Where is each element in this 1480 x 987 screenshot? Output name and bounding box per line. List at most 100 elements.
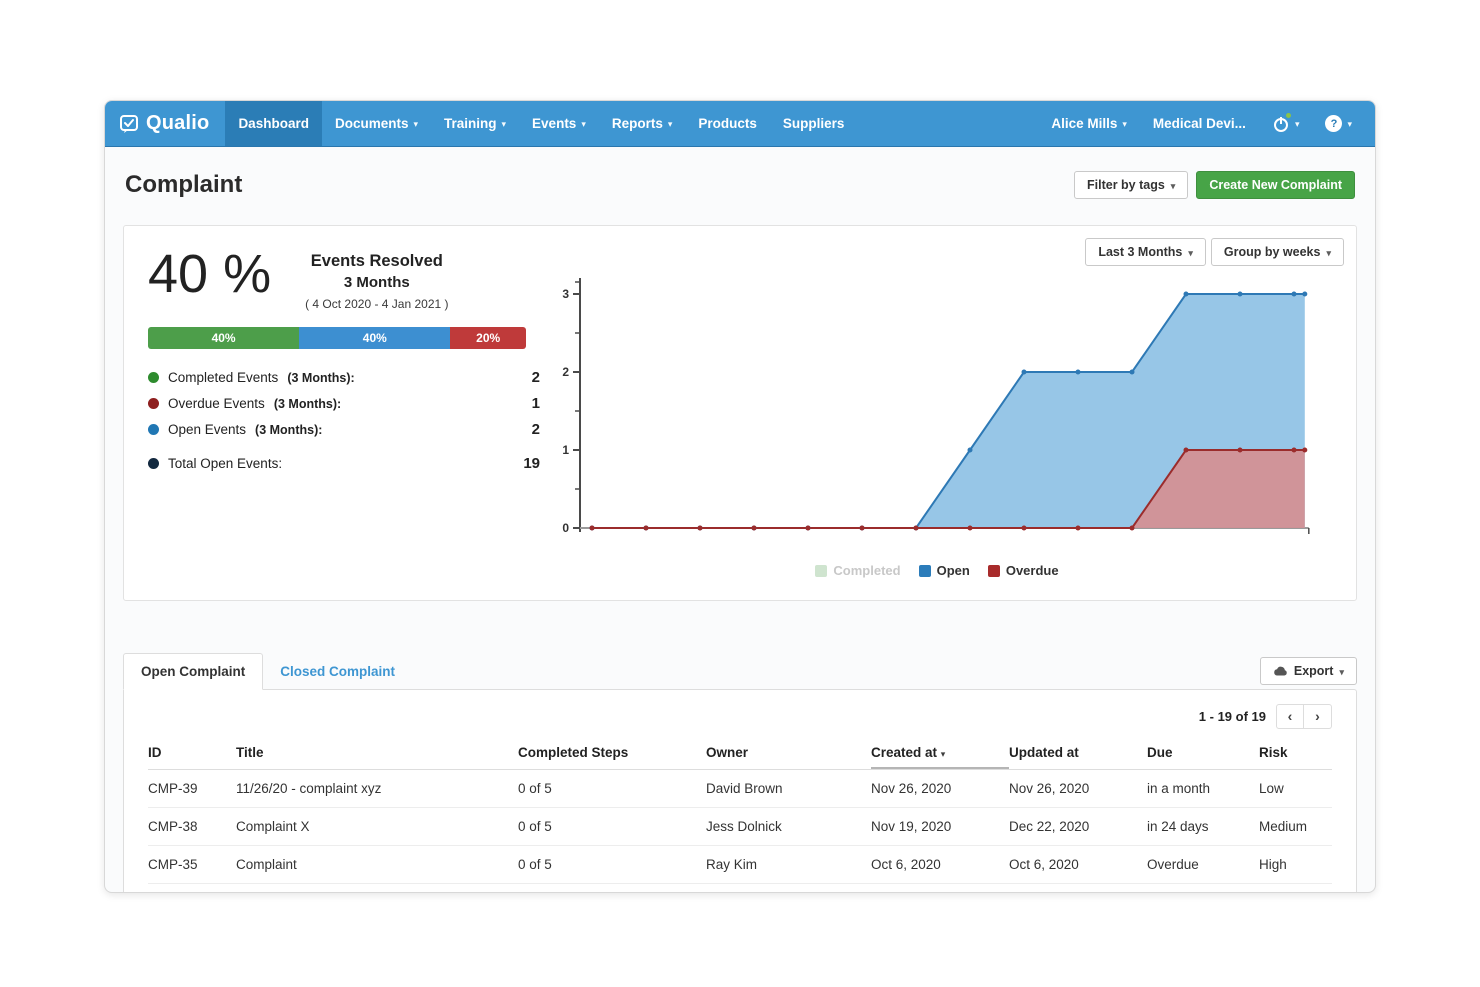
cell-created-at: Nov 19, 2020 <box>871 807 1009 846</box>
cell-owner: Jess Dolnick <box>706 807 871 846</box>
nav-item-events[interactable]: Events ▾ <box>519 101 599 146</box>
chevron-down-icon: ▾ <box>581 119 586 129</box>
cell-owner: David Brown <box>706 769 871 808</box>
table-row[interactable]: CMP-35 Complaint 0 of 5 Ray Kim Oct 6, 2… <box>148 845 1332 884</box>
stat-total-open-events: Total Open Events: 19 <box>148 455 540 472</box>
export-button[interactable]: Export ▾ <box>1259 657 1357 685</box>
progress-segment-completed: 40% <box>148 327 300 349</box>
nav-item-dashboard[interactable]: Dashboard <box>225 101 322 146</box>
table-row[interactable]: CMP-39 11/26/20 - complaint xyz 0 of 5 D… <box>148 769 1332 808</box>
cell-risk: Medium <box>1259 807 1332 846</box>
green-dot-icon <box>148 372 159 383</box>
cell-title: Complaint X <box>236 807 518 846</box>
sort-caret-icon: ▾ <box>940 749 946 759</box>
help-menu[interactable]: ? ▾ <box>1312 101 1365 146</box>
metric-label: Events Resolved <box>310 252 443 270</box>
user-menu[interactable]: Alice Mills ▾ <box>1038 101 1140 146</box>
legend-item-open[interactable]: Open <box>918 563 970 578</box>
tab-open-complaint[interactable]: Open Complaint <box>123 653 264 690</box>
page-title: Complaint <box>125 171 243 198</box>
nav-item-products[interactable]: Products <box>685 101 770 146</box>
cell-id: CMP-35 <box>148 845 236 884</box>
col-header-risk[interactable]: Risk <box>1259 735 1332 770</box>
next-page-button[interactable]: › <box>1304 704 1332 729</box>
nav-item-documents[interactable]: Documents ▾ <box>322 101 431 146</box>
blue-dot-icon <box>148 424 159 435</box>
events-stats-list: Completed Events (3 Months): 2 Overdue E… <box>148 369 540 472</box>
nav-item-label: Suppliers <box>782 116 845 131</box>
legend-swatch-icon <box>987 564 1000 577</box>
cell-due: Overdue <box>1147 845 1259 884</box>
nav-item-label: Reports <box>611 116 663 131</box>
nav-item-suppliers[interactable]: Suppliers <box>770 101 858 146</box>
tab-closed-complaint[interactable]: Closed Complaint <box>280 663 396 679</box>
col-header-created-at[interactable]: Created at ▾ <box>871 735 1009 770</box>
cell-updated-at: Oct 6, 2020 <box>1009 845 1147 884</box>
open-complaints-card: 1 - 19 of 19 ‹ › ID Title Completed Step… <box>123 689 1357 892</box>
legend-label: Overdue <box>1005 563 1059 578</box>
stat-value: 19 <box>523 455 540 472</box>
nav-item-label: Dashboard <box>238 116 309 131</box>
col-header-due[interactable]: Due <box>1147 735 1259 770</box>
col-header-owner[interactable]: Owner <box>706 735 871 770</box>
prev-page-button[interactable]: ‹ <box>1276 704 1304 729</box>
header-actions: Filter by tags ▾ Create New Complaint <box>1074 171 1355 199</box>
svg-text:2: 2 <box>562 365 569 379</box>
nav-item-label: Documents <box>334 116 409 131</box>
group-by-dropdown[interactable]: Group by weeks ▾ <box>1210 238 1344 266</box>
brand-text: Qualio <box>146 112 210 134</box>
chevron-down-icon: ▾ <box>667 119 673 129</box>
complaints-table: ID Title Completed Steps Owner Created a… <box>148 735 1332 884</box>
col-header-completed-steps[interactable]: Completed Steps <box>518 735 706 770</box>
events-area-chart: 0 1 2 3 <box>562 278 1310 535</box>
progress-segment-open: 40% <box>299 327 451 349</box>
col-header-title[interactable]: Title <box>236 735 518 770</box>
time-range-dropdown[interactable]: Last 3 Months ▾ <box>1085 238 1206 266</box>
chevron-down-icon: ▾ <box>501 119 507 129</box>
stat-completed-events: Completed Events (3 Months): 2 <box>148 369 540 386</box>
stat-value: 2 <box>531 369 540 386</box>
nav-item-reports[interactable]: Reports ▾ <box>599 101 686 146</box>
nav-item-training[interactable]: Training ▾ <box>431 101 519 146</box>
cell-updated-at: Nov 26, 2020 <box>1009 769 1147 808</box>
stat-overdue-events: Overdue Events (3 Months): 1 <box>148 395 540 412</box>
pagination: 1 - 19 of 19 ‹ › <box>148 690 1332 735</box>
complaint-tabs: Open Complaint Closed Complaint Export ▾ <box>123 653 1357 690</box>
stat-open-events: Open Events (3 Months): 2 <box>148 421 540 438</box>
svg-text:3: 3 <box>562 287 569 301</box>
chevron-down-icon: ▾ <box>1326 247 1331 258</box>
settings-menu[interactable]: ▾ <box>1259 101 1313 146</box>
nav-item-label: Products <box>698 116 757 131</box>
cell-due: in 24 days <box>1147 807 1259 846</box>
filter-by-tags-button[interactable]: Filter by tags ▾ <box>1074 171 1189 199</box>
chevron-down-icon: ▾ <box>413 119 418 129</box>
user-name: Alice Mills <box>1051 116 1118 131</box>
svg-text:1: 1 <box>562 443 569 457</box>
table-header-row: ID Title Completed Steps Owner Created a… <box>148 735 1332 770</box>
nav-item-label: Training <box>444 116 497 131</box>
qualio-logo[interactable]: Qualio <box>105 101 225 146</box>
metric-date-range: ( 4 Oct 2020 - 4 Jan 2021 ) <box>305 297 449 311</box>
cell-updated-at: Dec 22, 2020 <box>1009 807 1147 846</box>
col-header-id[interactable]: ID <box>148 735 236 770</box>
legend-item-completed[interactable]: Completed <box>815 563 901 578</box>
cell-risk: Low <box>1259 769 1332 808</box>
navy-dot-icon <box>148 458 159 469</box>
create-new-complaint-button[interactable]: Create New Complaint <box>1196 171 1355 199</box>
legend-item-overdue[interactable]: Overdue <box>987 563 1059 578</box>
table-row[interactable]: CMP-38 Complaint X 0 of 5 Jess Dolnick N… <box>148 807 1332 846</box>
progress-segment-overdue: 20% <box>450 327 526 349</box>
svg-text:0: 0 <box>562 521 569 535</box>
chevron-down-icon: ▾ <box>1347 119 1352 129</box>
col-header-updated-at[interactable]: Updated at <box>1009 735 1147 770</box>
red-dot-icon <box>148 398 159 409</box>
stat-value: 1 <box>531 395 540 412</box>
org-name: Medical Devi... <box>1152 116 1246 131</box>
cell-id: CMP-39 <box>148 769 236 808</box>
events-progress-bar: 40% 40% 20% <box>148 327 526 349</box>
cell-title: 11/26/20 - complaint xyz <box>236 769 518 808</box>
events-chart-area: 0 1 2 3 Completed Open Overdue <box>552 270 1322 578</box>
navbar-right: Alice Mills ▾ Medical Devi... ▾ ? ▾ <box>1038 101 1375 146</box>
org-menu[interactable]: Medical Devi... <box>1140 101 1259 146</box>
resolved-percent: 40 % <box>148 244 272 304</box>
